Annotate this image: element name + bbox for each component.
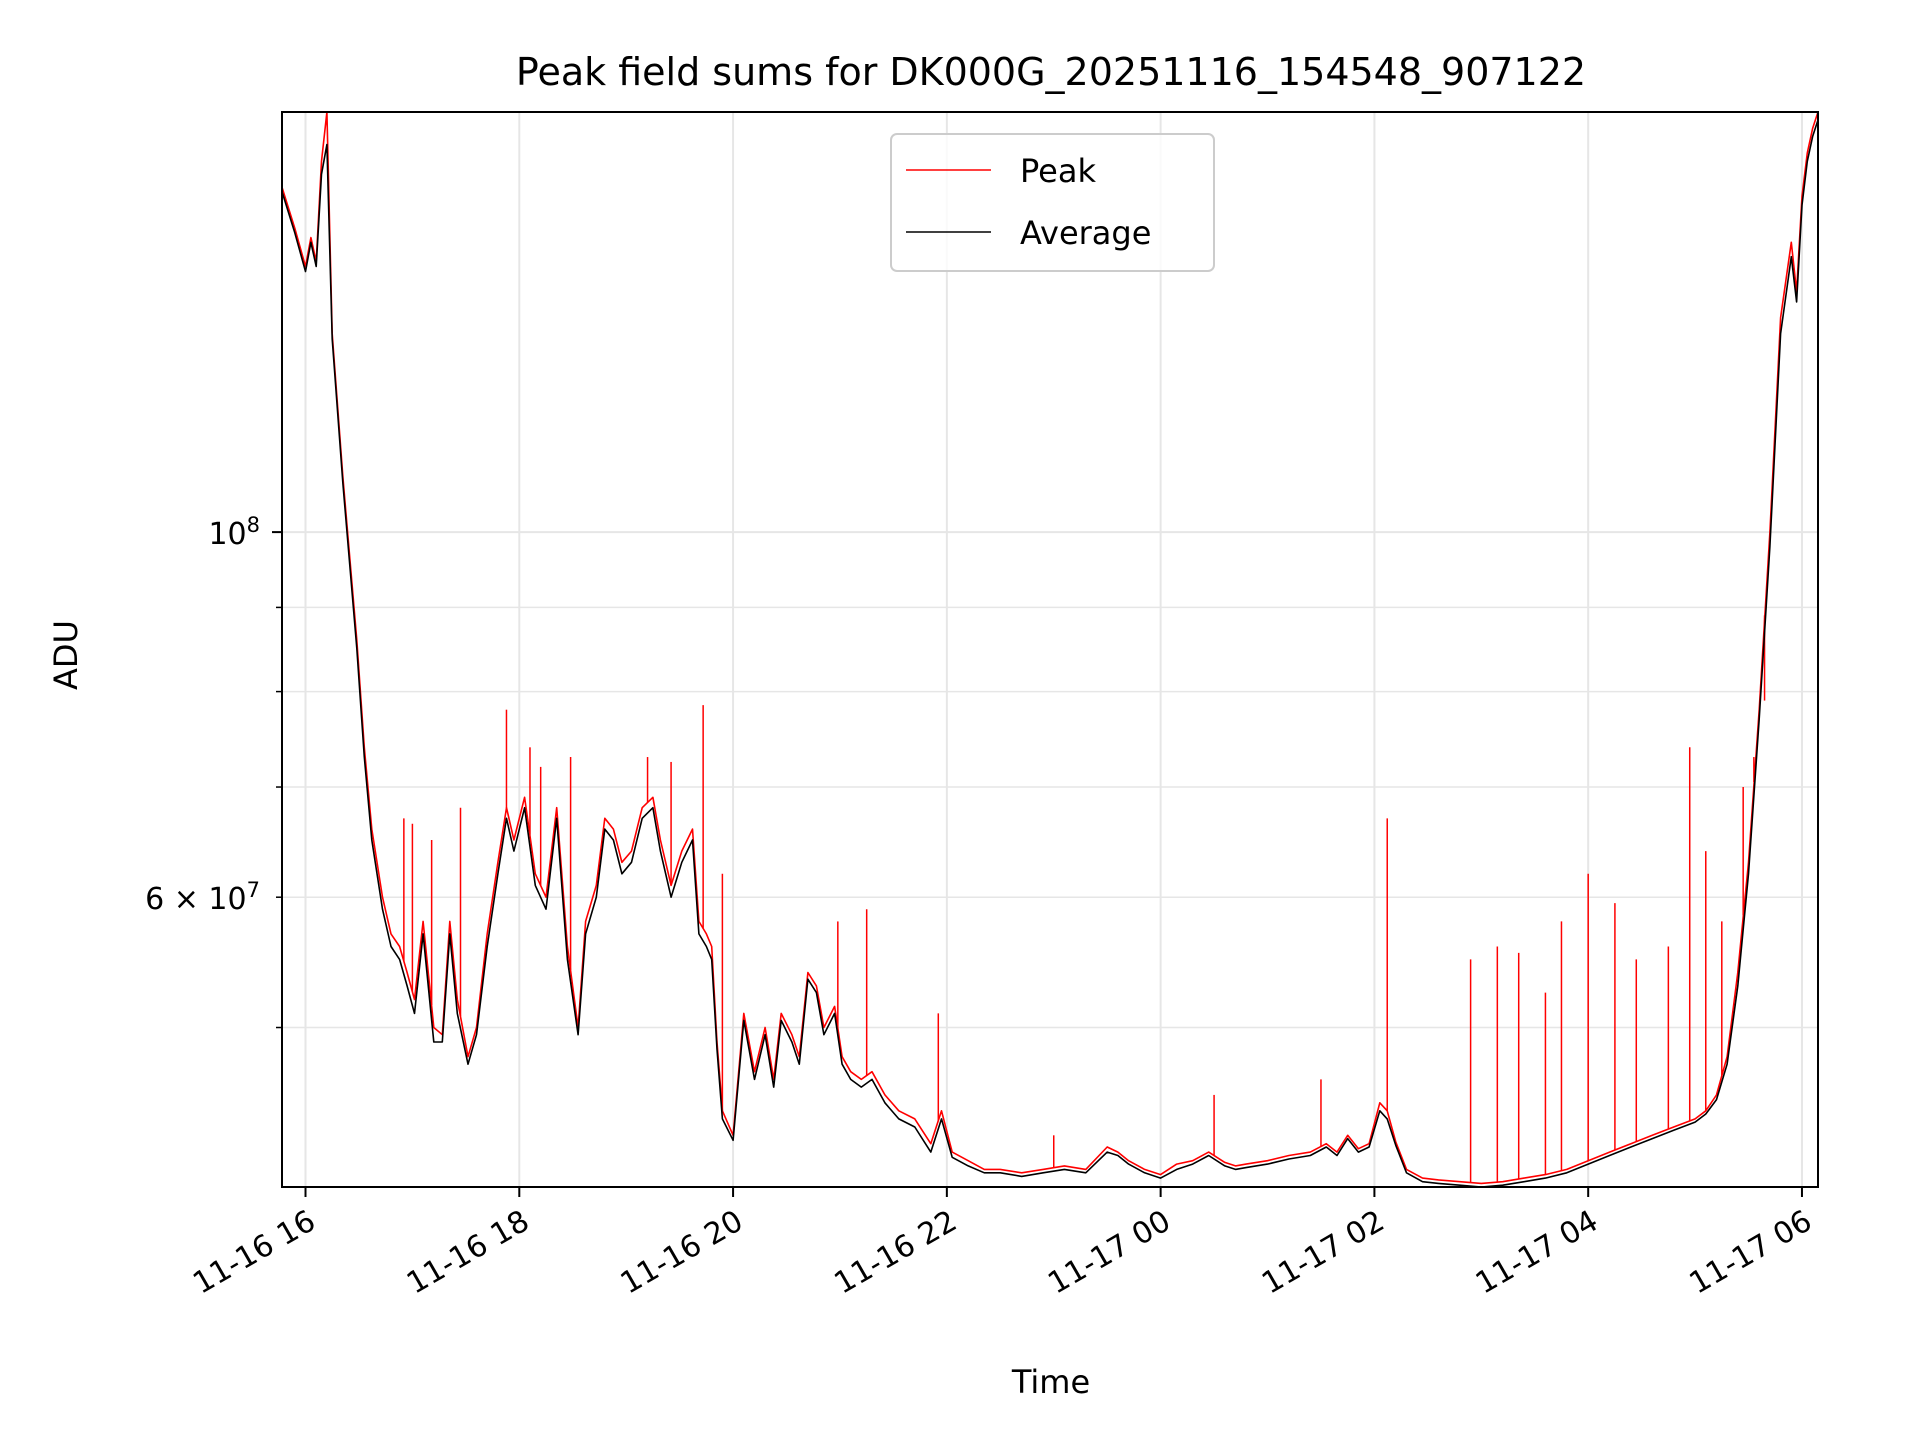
chart-title: Peak field sums for DK000G_20251116_1545… <box>516 50 1586 94</box>
y-tick-label: 6 × 107 <box>145 878 260 917</box>
y-tick-label: 108 <box>208 513 260 552</box>
plot-frame <box>281 111 1819 1188</box>
legend-peak-label: Peak <box>1020 152 1096 190</box>
peak-series-line <box>282 112 1818 1185</box>
y-axis-title: ADU <box>47 620 85 690</box>
legend-frame <box>890 133 1215 272</box>
legend-average-label: Average <box>1020 214 1151 252</box>
x-axis-title: Time <box>1011 1363 1090 1401</box>
series-group <box>282 112 1818 1187</box>
series-layer <box>282 112 1818 1187</box>
average-series-line <box>282 119 1818 1187</box>
legend: Peak Average <box>890 133 1215 272</box>
